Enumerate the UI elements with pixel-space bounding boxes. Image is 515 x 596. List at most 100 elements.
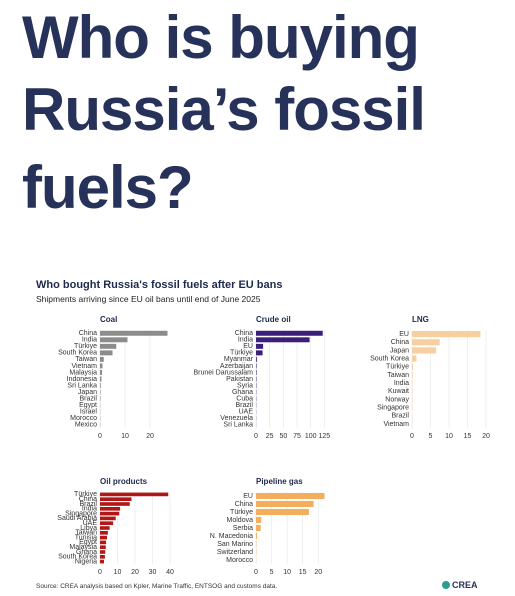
y-tick-label: India: [82, 337, 97, 344]
y-tick-label: Brazil: [79, 395, 97, 402]
y-tick-label: Brazil: [79, 501, 97, 508]
x-tick-label: 20: [146, 433, 154, 440]
bar: [100, 502, 130, 506]
bar: [100, 350, 113, 356]
bar: [100, 337, 128, 343]
y-tick-label: Mexico: [75, 422, 97, 429]
x-tick-label: 5: [270, 569, 274, 576]
y-tick-label: Pakistan: [226, 376, 253, 383]
y-tick-label: Morocco: [70, 415, 97, 422]
x-tick-label: 40: [166, 569, 174, 576]
bar: [256, 350, 263, 356]
y-tick-label: Malaysia: [69, 544, 97, 551]
bar: [100, 521, 114, 526]
x-tick-label: 15: [299, 569, 307, 576]
x-tick-label: 20: [131, 569, 139, 576]
y-tick-label: South Korea: [370, 355, 409, 362]
y-tick-label: Sri Lanka: [67, 382, 97, 389]
y-tick-label: EU: [243, 343, 253, 350]
x-tick-label: 50: [279, 433, 287, 440]
headline: Russia’s fossil: [22, 76, 425, 143]
bar: [100, 343, 117, 349]
x-tick-label: 75: [293, 433, 301, 440]
x-tick-label: 10: [445, 433, 453, 440]
bar: [100, 506, 121, 511]
panel-title: Coal: [100, 315, 117, 324]
y-tick-label: EU: [399, 331, 409, 338]
bar: [412, 330, 481, 338]
y-tick-label: Japan: [390, 347, 409, 354]
bar: [256, 516, 262, 524]
y-tick-label: Syria: [237, 382, 253, 389]
y-tick-label: Vietnam: [383, 421, 409, 428]
bar: [100, 396, 101, 402]
y-tick-label: Egypt: [79, 402, 97, 409]
y-tick-label: San Marino: [217, 541, 253, 548]
bar: [100, 511, 120, 516]
panel-title: LNG: [412, 315, 429, 324]
y-tick-label: Ghana: [232, 389, 253, 396]
bar: [100, 540, 107, 545]
y-tick-label: Libya: [80, 525, 97, 532]
y-tick-label: Brunei Darussalam: [193, 369, 253, 376]
y-tick-label: China: [235, 330, 253, 337]
y-tick-label: Brazil: [235, 402, 253, 409]
y-tick-label: Venezuela: [220, 415, 253, 422]
bar: [100, 530, 108, 535]
x-tick-label: 25: [266, 433, 274, 440]
bar: [100, 554, 105, 559]
bar: [256, 524, 261, 532]
x-tick-label: 5: [429, 433, 433, 440]
y-tick-label: UAE: [239, 409, 254, 416]
x-tick-label: 10: [114, 569, 122, 576]
x-tick-label: 100: [305, 433, 317, 440]
y-tick-label: Egypt: [79, 539, 97, 546]
logo-icon: [442, 581, 450, 589]
bar: [412, 371, 413, 379]
bar: [100, 516, 116, 521]
y-tick-label: Japan: [78, 389, 97, 396]
bar: [412, 363, 414, 370]
y-tick-label: UAE: [83, 520, 98, 527]
y-tick-label: Sri Lanka: [223, 422, 253, 429]
y-tick-label: N. Macedonia: [210, 533, 253, 540]
x-tick-label: 0: [98, 433, 102, 440]
y-tick-label: Singapore: [377, 404, 409, 411]
y-tick-label: China: [79, 496, 97, 503]
y-tick-label: Ghana: [76, 549, 97, 556]
y-tick-label: Vietnam: [71, 363, 97, 370]
bar: [100, 550, 106, 554]
y-tick-label: Myanmar: [224, 356, 254, 363]
bar: [100, 492, 169, 497]
bar: [100, 497, 132, 502]
y-tick-label: China: [235, 501, 253, 508]
bar: [256, 363, 257, 369]
chart-title: Who bought Russia's fossil fuels after E…: [36, 279, 282, 291]
bar: [412, 355, 417, 362]
panel-title: Oil products: [100, 477, 148, 486]
y-tick-label: EU: [243, 493, 253, 500]
y-tick-label: Malaysia: [69, 369, 97, 376]
panel-title: Pipeline gas: [256, 477, 303, 486]
y-tick-label: Saudi Arabia: [57, 515, 97, 522]
x-tick-label: 0: [410, 433, 414, 440]
x-tick-label: 20: [482, 433, 490, 440]
y-tick-label: Türkiye: [230, 509, 253, 516]
bar: [100, 559, 105, 564]
y-tick-label: Serbia: [233, 525, 253, 532]
x-tick-label: 20: [314, 569, 322, 576]
y-tick-label: India: [238, 337, 253, 344]
bar: [256, 492, 325, 500]
y-tick-label: South Korea: [58, 350, 97, 357]
x-tick-label: 125: [319, 433, 331, 440]
bar: [412, 347, 437, 354]
panel-title: Crude oil: [256, 315, 291, 324]
bar: [100, 356, 104, 362]
y-tick-label: Norway: [385, 396, 409, 403]
y-tick-label: Nigeria: [75, 558, 97, 565]
chart-subtitle: Shipments arriving since EU oil bans unt…: [36, 294, 261, 304]
y-tick-label: Moldova: [227, 517, 254, 524]
bar: [256, 369, 257, 375]
y-tick-label: India: [394, 380, 409, 387]
